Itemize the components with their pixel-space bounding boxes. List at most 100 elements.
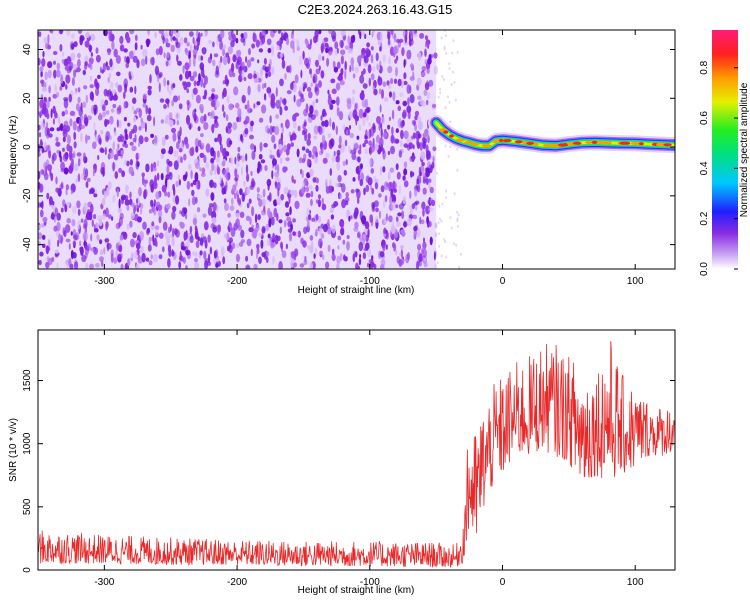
noise-speckle bbox=[285, 119, 290, 129]
noise-speckle bbox=[279, 226, 282, 234]
noise-speckle bbox=[437, 232, 440, 236]
noise-speckle bbox=[134, 251, 138, 260]
noise-speckle bbox=[167, 244, 172, 253]
noise-speckle bbox=[194, 162, 200, 170]
noise-speckle bbox=[199, 237, 204, 246]
noise-speckle bbox=[160, 119, 165, 124]
noise-speckle bbox=[94, 228, 99, 233]
noise-speckle bbox=[375, 216, 379, 224]
noise-speckle bbox=[367, 63, 372, 74]
noise-speckle bbox=[236, 49, 242, 57]
noise-speckle bbox=[439, 87, 442, 91]
noise-speckle bbox=[134, 42, 138, 51]
noise-speckle bbox=[441, 75, 444, 78]
noise-speckle bbox=[219, 40, 224, 50]
noise-speckle bbox=[188, 50, 192, 56]
noise-speckle bbox=[273, 143, 277, 150]
noise-speckle bbox=[460, 252, 463, 256]
noise-speckle bbox=[373, 200, 379, 208]
noise-speckle bbox=[402, 109, 407, 118]
noise-speckle bbox=[366, 114, 369, 122]
noise-speckle bbox=[119, 35, 124, 45]
spectrogram-y-axis-label: Frequency (Hz) bbox=[8, 116, 19, 185]
noise-speckle bbox=[409, 94, 415, 104]
noise-speckle bbox=[90, 52, 93, 57]
noise-speckle bbox=[189, 123, 192, 130]
noise-speckle bbox=[152, 167, 157, 172]
noise-speckle bbox=[82, 101, 87, 109]
noise-speckle bbox=[138, 108, 143, 119]
noise-speckle bbox=[422, 179, 427, 184]
noise-speckle bbox=[248, 227, 254, 233]
noise-speckle bbox=[317, 215, 321, 223]
noise-speckle bbox=[66, 202, 71, 207]
noise-speckle bbox=[116, 119, 119, 128]
noise-speckle bbox=[285, 148, 290, 156]
noise-speckle bbox=[428, 180, 431, 190]
noise-speckle bbox=[262, 188, 266, 198]
noise-speckle bbox=[66, 30, 71, 37]
snr-series-line bbox=[38, 341, 675, 568]
noise-speckle bbox=[365, 175, 370, 183]
noise-speckle bbox=[189, 31, 194, 37]
snr-x-axis-label: Height of straight line (km) bbox=[298, 585, 415, 596]
noise-speckle bbox=[99, 147, 104, 153]
noise-speckle bbox=[281, 251, 287, 259]
noise-speckle bbox=[178, 179, 181, 186]
noise-speckle bbox=[144, 122, 147, 133]
noise-speckle bbox=[440, 36, 443, 40]
noise-speckle bbox=[59, 124, 63, 131]
noise-speckle bbox=[365, 47, 370, 55]
noise-speckle bbox=[58, 233, 61, 244]
noise-speckle bbox=[185, 213, 188, 220]
noise-speckle bbox=[41, 146, 45, 154]
noise-speckle bbox=[62, 136, 66, 143]
noise-speckle bbox=[225, 114, 229, 122]
noise-speckle bbox=[373, 264, 377, 269]
noise-speckle bbox=[313, 253, 316, 259]
noise-speckle bbox=[429, 186, 434, 194]
noise-speckle bbox=[297, 125, 301, 132]
noise-speckle bbox=[39, 138, 43, 149]
spectrogram-frame bbox=[37, 29, 676, 270]
noise-speckle bbox=[292, 121, 297, 129]
noise-speckle bbox=[41, 107, 46, 115]
noise-speckle bbox=[52, 118, 56, 125]
noise-speckle bbox=[340, 30, 346, 37]
noise-speckle bbox=[153, 207, 157, 216]
noise-speckle bbox=[129, 86, 134, 93]
noise-speckle bbox=[397, 212, 402, 217]
noise-speckle bbox=[302, 181, 305, 188]
noise-speckle bbox=[152, 234, 155, 243]
noise-speckle bbox=[168, 112, 173, 121]
noise-speckle bbox=[84, 40, 90, 48]
noise-speckle bbox=[439, 217, 441, 221]
noise-speckle bbox=[329, 178, 332, 187]
noise-speckle bbox=[115, 249, 118, 259]
noise-speckle bbox=[219, 175, 222, 185]
noise-speckle bbox=[158, 30, 164, 34]
noise-speckle bbox=[259, 142, 263, 152]
noise-speckle bbox=[117, 143, 120, 150]
noise-speckle bbox=[102, 166, 105, 177]
noise-speckle bbox=[77, 30, 83, 34]
noise-speckle bbox=[409, 190, 412, 199]
noise-speckle bbox=[154, 174, 157, 185]
noise-speckle bbox=[115, 82, 119, 88]
noise-speckle bbox=[163, 31, 169, 39]
noise-speckle bbox=[106, 91, 110, 97]
noise-speckle bbox=[274, 171, 280, 177]
noise-speckle bbox=[47, 44, 51, 49]
noise-speckle bbox=[197, 207, 201, 213]
noise-speckle bbox=[387, 66, 393, 74]
noise-speckle bbox=[83, 218, 88, 229]
noise-speckle bbox=[263, 205, 266, 213]
noise-speckle bbox=[108, 94, 111, 100]
noise-speckle bbox=[194, 261, 200, 269]
colorbar-tick-label: 0.4 bbox=[699, 161, 710, 175]
noise-speckle bbox=[213, 115, 219, 120]
noise-speckle bbox=[321, 134, 326, 145]
noise-speckle bbox=[352, 177, 356, 182]
noise-speckle bbox=[369, 214, 374, 224]
